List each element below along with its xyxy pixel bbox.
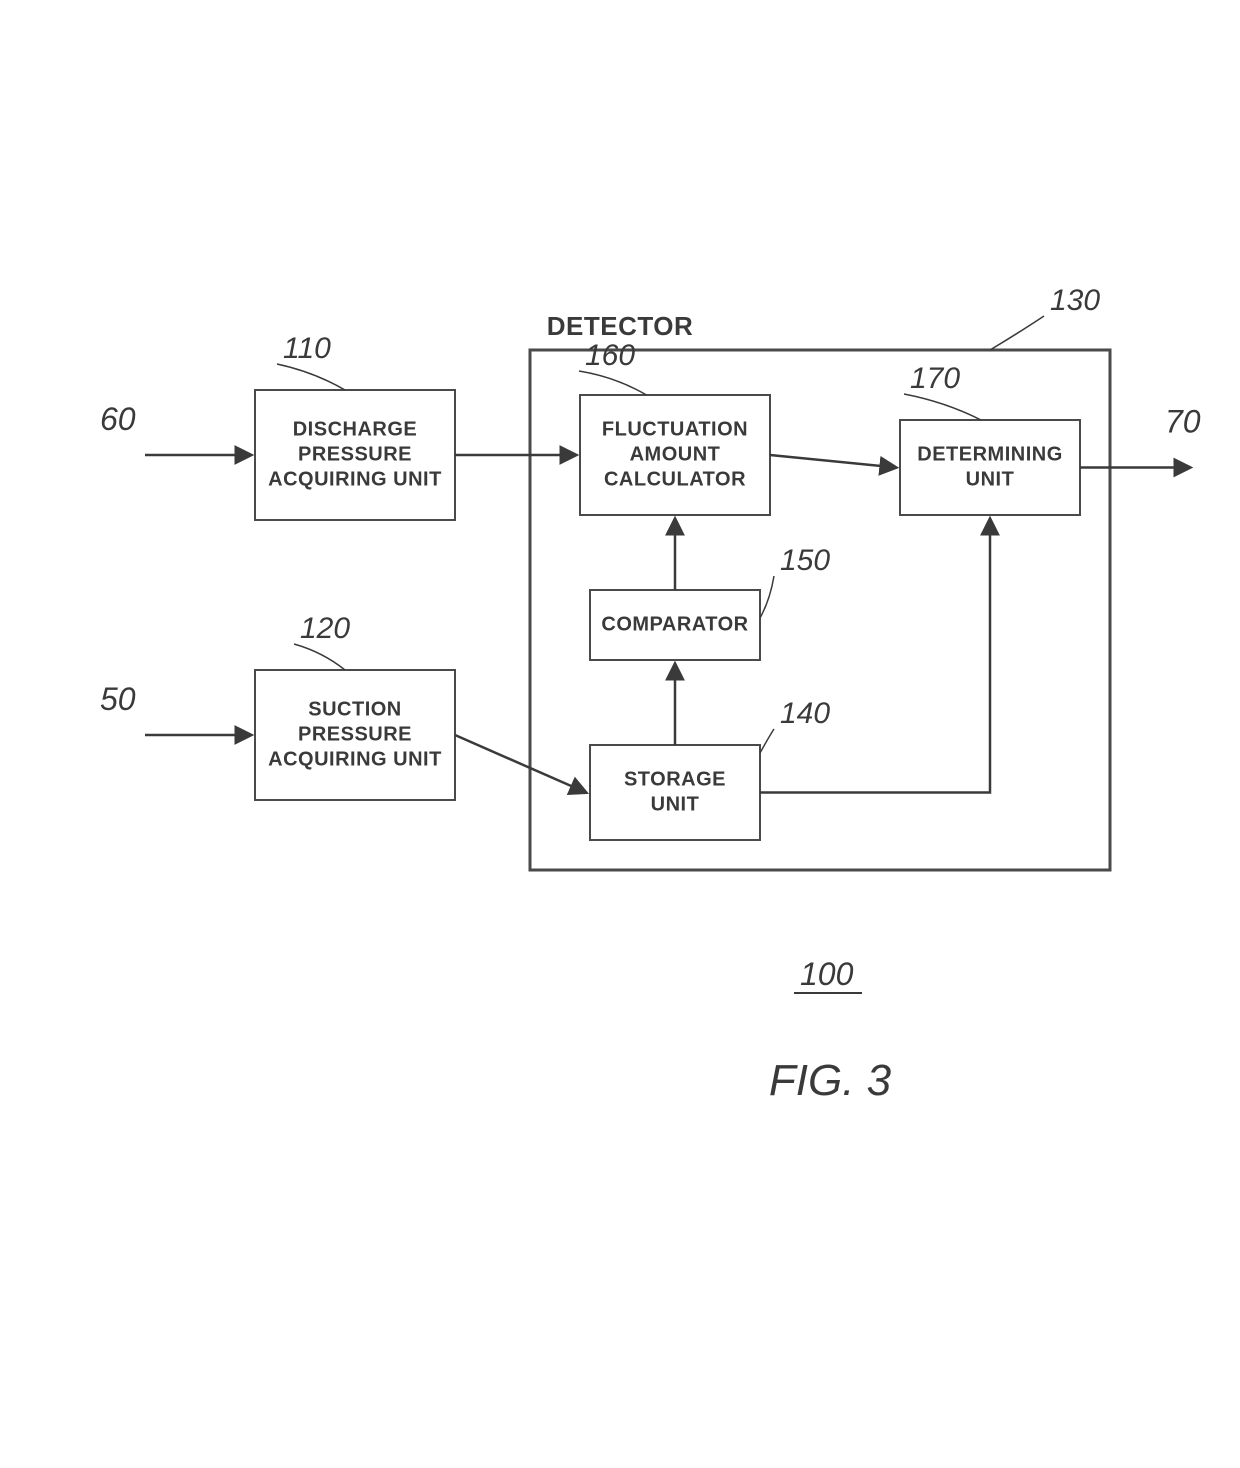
svg-text:DISCHARGE: DISCHARGE <box>293 419 418 441</box>
ref-label-150: 150 <box>760 544 830 618</box>
fluctuation-amount-calculator: FLUCTUATION AMOUNT CALCULATOR <box>580 395 770 515</box>
svg-text:PRESSURE: PRESSURE <box>298 444 412 466</box>
ref-label-160: 160 <box>579 339 647 395</box>
suction-pressure-acquiring-unit: SUCTION PRESSURE ACQUIRING UNIT <box>255 670 455 800</box>
comparator-block: COMPARATOR <box>590 590 760 660</box>
svg-text:UNIT: UNIT <box>651 794 700 816</box>
svg-text:FLUCTUATION: FLUCTUATION <box>602 419 748 441</box>
svg-text:150: 150 <box>780 544 830 577</box>
svg-text:170: 170 <box>910 362 960 395</box>
figure-label: FIG. 3 <box>769 1056 892 1105</box>
input-label-60: 60 <box>100 401 136 437</box>
svg-text:ACQUIRING UNIT: ACQUIRING UNIT <box>268 749 442 771</box>
ref-label-130: 130 <box>990 284 1100 350</box>
svg-text:AMOUNT: AMOUNT <box>630 444 721 466</box>
discharge-pressure-acquiring-unit: DISCHARGE PRESSURE ACQUIRING UNIT <box>255 390 455 520</box>
svg-text:DETERMINING: DETERMINING <box>917 444 1063 466</box>
detector-title: DETECTOR <box>547 311 694 341</box>
ref-label-120: 120 <box>294 612 350 670</box>
svg-text:COMPARATOR: COMPARATOR <box>601 614 748 636</box>
svg-text:110: 110 <box>283 332 331 365</box>
svg-text:140: 140 <box>780 697 830 730</box>
svg-text:130: 130 <box>1050 284 1100 317</box>
storage-unit-block: STORAGE UNIT <box>590 745 760 840</box>
system-ref-100: 100 <box>800 956 854 992</box>
svg-text:160: 160 <box>585 339 635 372</box>
arrow-fluctuation-to-determining <box>770 455 896 468</box>
svg-text:SUCTION: SUCTION <box>308 699 402 721</box>
diagram-canvas: DETECTOR DISCHARGE PRESSURE ACQUIRING UNIT… <box>0 0 1240 1468</box>
svg-text:ACQUIRING UNIT: ACQUIRING UNIT <box>268 469 442 491</box>
svg-text:CALCULATOR: CALCULATOR <box>604 469 746 491</box>
arrow-suction-to-storage <box>455 735 586 793</box>
svg-text:STORAGE: STORAGE <box>624 769 726 791</box>
input-label-50: 50 <box>100 681 136 717</box>
svg-text:PRESSURE: PRESSURE <box>298 724 412 746</box>
svg-text:120: 120 <box>300 612 350 645</box>
ref-label-110: 110 <box>277 332 345 390</box>
svg-text:UNIT: UNIT <box>966 469 1015 491</box>
ref-label-140: 140 <box>760 697 830 753</box>
output-label-70: 70 <box>1165 404 1201 440</box>
determining-unit-block: DETERMINING UNIT <box>900 420 1080 515</box>
ref-label-170: 170 <box>904 362 981 420</box>
